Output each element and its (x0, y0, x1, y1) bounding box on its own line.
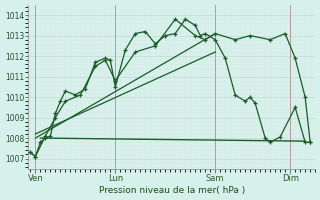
X-axis label: Pression niveau de la mer( hPa ): Pression niveau de la mer( hPa ) (99, 186, 245, 195)
